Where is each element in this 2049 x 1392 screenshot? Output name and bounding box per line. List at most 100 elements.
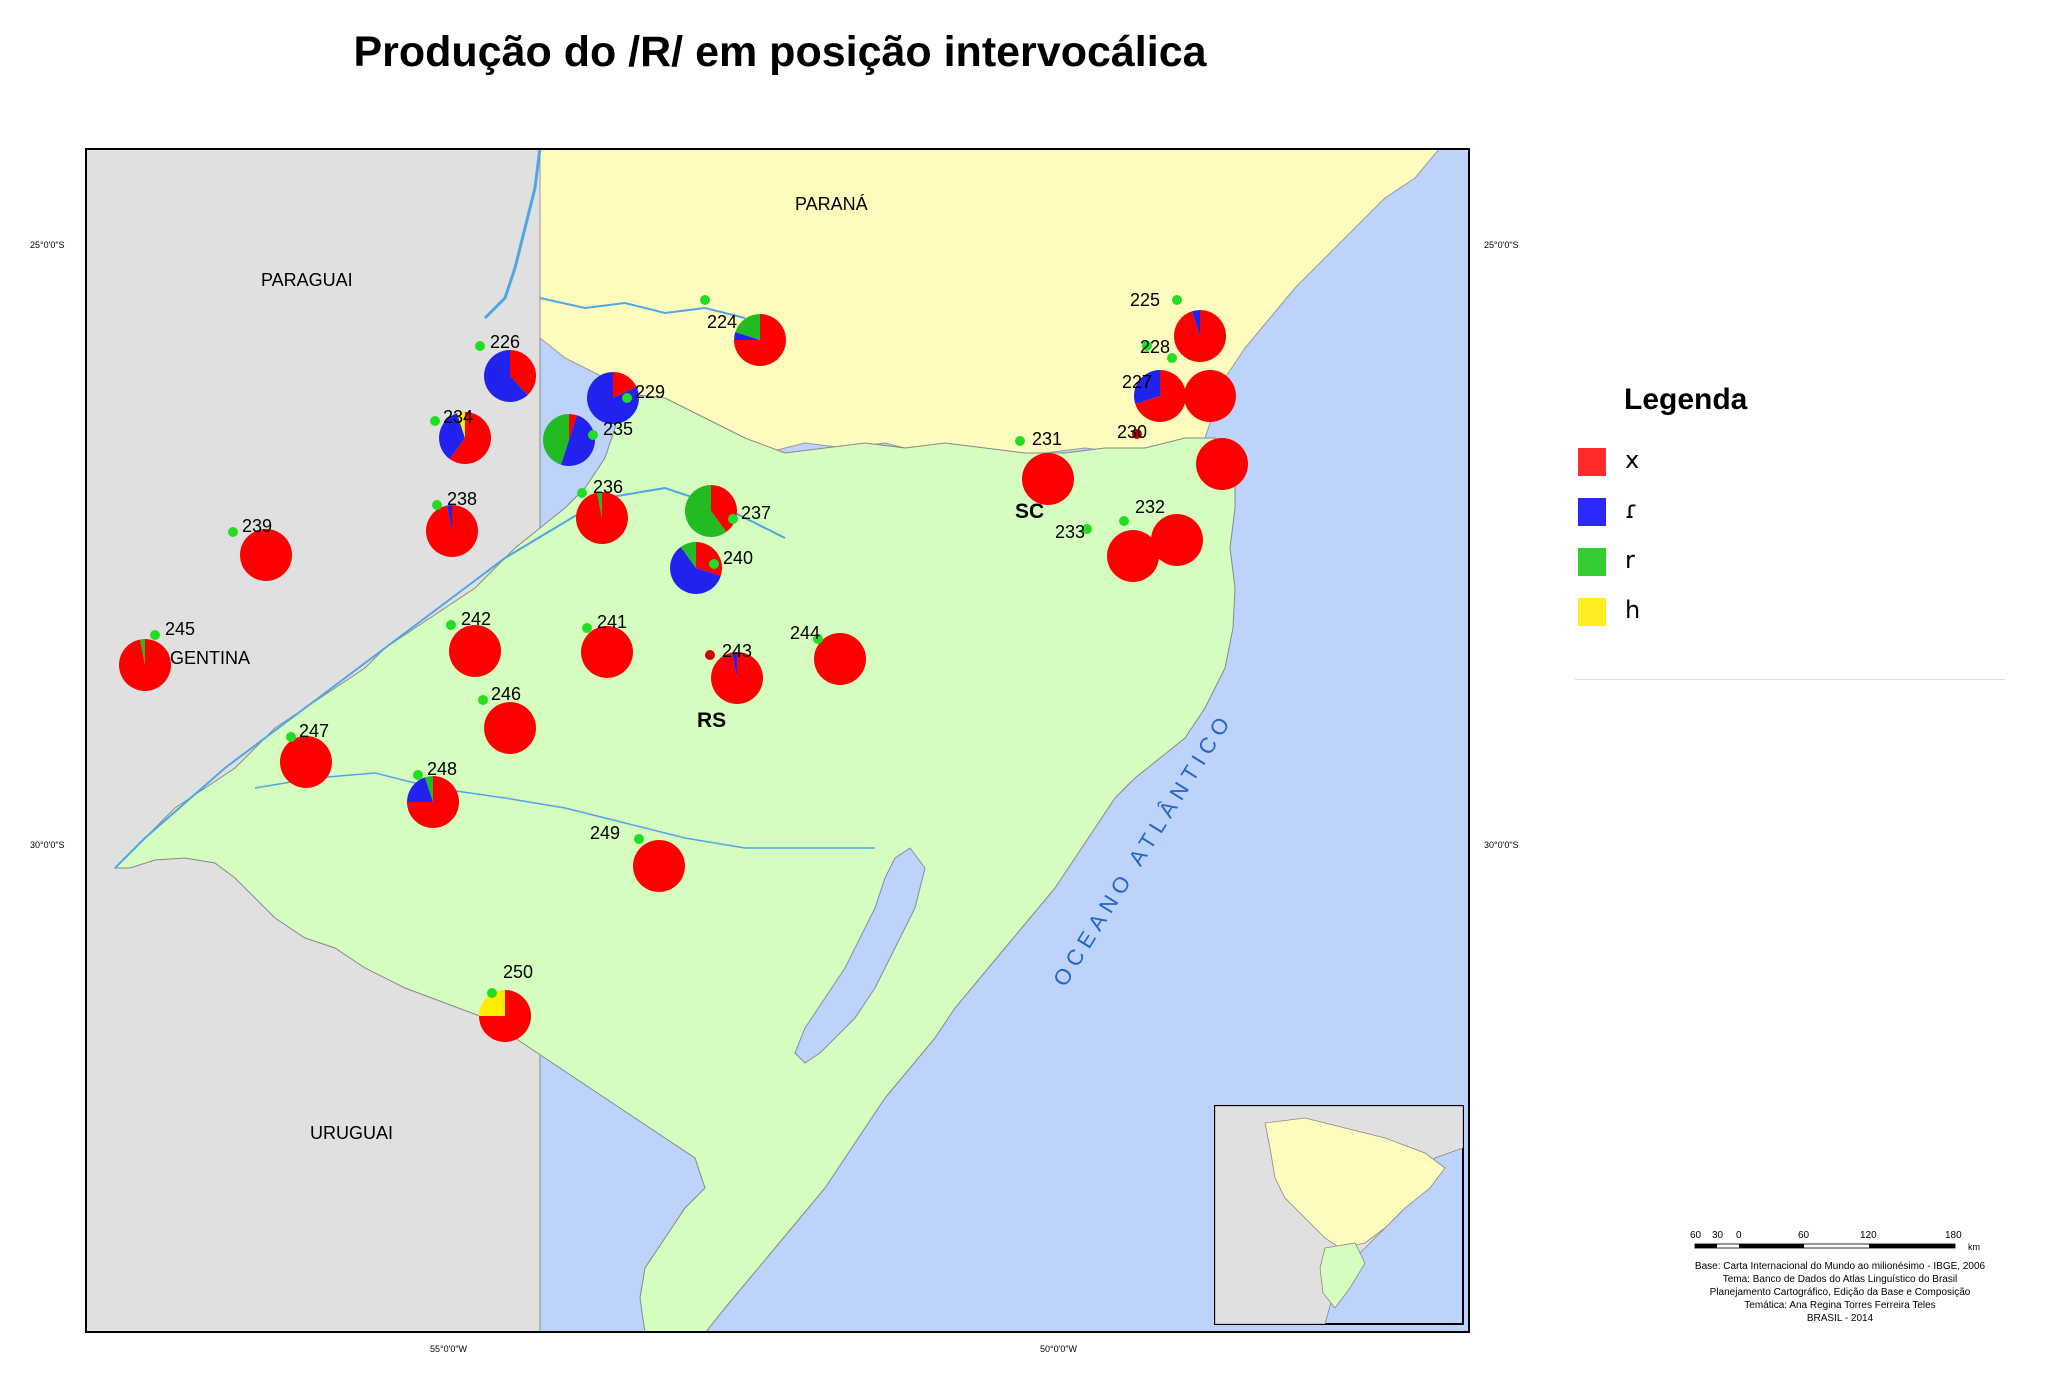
legend-item-tap: ɾ <box>1575 496 1675 532</box>
locality-label-227: 227 <box>1122 372 1152 392</box>
pie-slice-240-trill <box>680 542 696 568</box>
locality-dot-235 <box>588 430 598 440</box>
locality-dot-246 <box>478 695 488 705</box>
pie-point-248: 248 <box>407 759 459 828</box>
pie-slice-242-x <box>449 625 501 677</box>
river-iguacu <box>539 297 746 319</box>
pie-slice-249-x <box>633 840 685 892</box>
legend-item-x: x <box>1575 446 1675 482</box>
pie-point-231: 231 <box>1015 429 1074 505</box>
pie-point-226: 226 <box>475 332 536 402</box>
pie-point-224: 224 <box>700 295 786 366</box>
pie-slice-237-trill <box>684 485 727 537</box>
locality-label-224: 224 <box>707 312 737 332</box>
locality-dot-237 <box>728 514 738 524</box>
pie-point-250: 250 <box>479 962 533 1042</box>
locality-dot-233 <box>1082 524 1092 534</box>
lat-label-left-25: 25°0'0"S <box>30 240 65 250</box>
pie-slice-233-x <box>1107 530 1159 582</box>
pie-slice-227-tap <box>1134 370 1160 405</box>
pie-slice-238-tap <box>447 505 452 531</box>
river-uruguai <box>114 486 786 869</box>
country-label-paraguai: PARAGUAI <box>261 270 353 290</box>
pie-slice-235-trill <box>542 414 569 465</box>
pie-point-236: 236 <box>576 477 628 544</box>
pie-slice-247-x <box>280 736 332 788</box>
credit-line-planejamento: Planejamento Cartográfico, Edição da Bas… <box>1709 1287 1971 1298</box>
locality-dot-249 <box>634 834 644 844</box>
credit-line-base: Base: Carta Internacional do Mundo ao mi… <box>1694 1261 1986 1272</box>
locality-label-236: 236 <box>593 477 623 497</box>
locality-dot-231 <box>1015 436 1025 446</box>
pie-point-229: 229 <box>587 372 665 424</box>
pie-point-228: 228 <box>1140 337 1236 422</box>
pie-slice-245-trill <box>140 639 145 665</box>
scale-tick-30: 30 <box>1712 1230 1724 1241</box>
pie-slice-234-h <box>456 412 465 438</box>
pie-slice-245-x <box>118 639 171 691</box>
locality-dot-232 <box>1119 516 1129 526</box>
pie-slice-228-x <box>1184 370 1236 422</box>
locality-label-225: 225 <box>1130 290 1160 310</box>
pie-slice-224-tap <box>734 331 760 340</box>
lon-label-50: 50°0'0"W <box>1040 1344 1078 1354</box>
pie-point-230: 230 <box>1117 422 1248 490</box>
locality-label-234: 234 <box>443 407 473 427</box>
credit-line-tema: Tema: Banco de Dados do Atlas Linguístic… <box>1722 1274 1958 1285</box>
pie-point-245: 245 <box>118 619 195 691</box>
pie-slice-246-x <box>484 702 536 754</box>
legend-swatch-tap <box>1578 498 1606 526</box>
legend-swatch-trill <box>1578 548 1606 576</box>
pie-point-233: 233 <box>1055 522 1159 582</box>
state-label-sc: SC <box>1015 500 1044 523</box>
pie-slice-227-x <box>1135 370 1187 422</box>
pie-point-232: 232 <box>1119 497 1203 566</box>
scale-bar: 60 30 0 60 120 180 km <box>1690 1226 2010 1266</box>
pie-slice-232-x <box>1151 514 1203 566</box>
legend-label-x: x <box>1625 446 1640 474</box>
lat-label-right-30: 30°0'0"S <box>1484 840 1519 850</box>
pie-slice-235-x <box>569 414 578 440</box>
locality-label-244: 244 <box>790 623 820 643</box>
locality-label-233: 233 <box>1055 522 1085 542</box>
pie-slice-239-x <box>240 529 292 581</box>
pie-point-241: 241 <box>581 612 633 678</box>
pie-slice-229-x <box>613 372 637 398</box>
pie-slice-241-x <box>581 626 633 678</box>
locality-dot-226 <box>475 341 485 351</box>
inset-map <box>1214 1105 1464 1325</box>
pie-slice-243-tap <box>732 652 737 678</box>
river-parana <box>483 148 542 320</box>
locality-dot-236 <box>577 488 587 498</box>
legend-title: Legenda <box>1624 383 1748 416</box>
pie-slice-226-x <box>510 350 536 395</box>
locality-label-241: 241 <box>597 612 627 632</box>
pie-point-234: 234 <box>430 407 492 464</box>
legend-swatch-x <box>1578 448 1606 476</box>
locality-label-243: 243 <box>722 641 752 661</box>
legend-label-trill: r <box>1625 546 1635 574</box>
locality-label-247: 247 <box>299 721 329 741</box>
pie-point-249: 249 <box>590 823 685 892</box>
locality-label-229: 229 <box>635 382 665 402</box>
legend-label-h: h <box>1625 596 1641 624</box>
legend-label-tap: ɾ <box>1625 496 1638 524</box>
locality-dot-241 <box>582 623 592 633</box>
credit-line-brasil: BRASIL - 2014 <box>1806 1313 1874 1324</box>
pie-slice-240-tap <box>670 546 721 594</box>
pie-point-235: 235 <box>542 414 633 466</box>
lat-label-right-25: 25°0'0"S <box>1484 240 1519 250</box>
pie-slice-235-tap <box>560 415 595 466</box>
pie-point-240: 240 <box>670 542 753 594</box>
pie-slice-250-h <box>479 990 505 1016</box>
pie-point-246: 246 <box>478 684 536 754</box>
state-label-rs: RS <box>697 709 726 732</box>
locality-dot-229 <box>622 393 632 403</box>
locality-label-238: 238 <box>447 489 477 509</box>
pie-slice-230-x <box>1196 438 1248 490</box>
country-label-uruguai: URUGUAI <box>310 1123 393 1143</box>
lagoa-dos-patos <box>794 847 926 1064</box>
pie-slice-234-x <box>449 412 492 464</box>
map-border <box>85 148 1470 1333</box>
locality-dot-227 <box>1167 353 1177 363</box>
